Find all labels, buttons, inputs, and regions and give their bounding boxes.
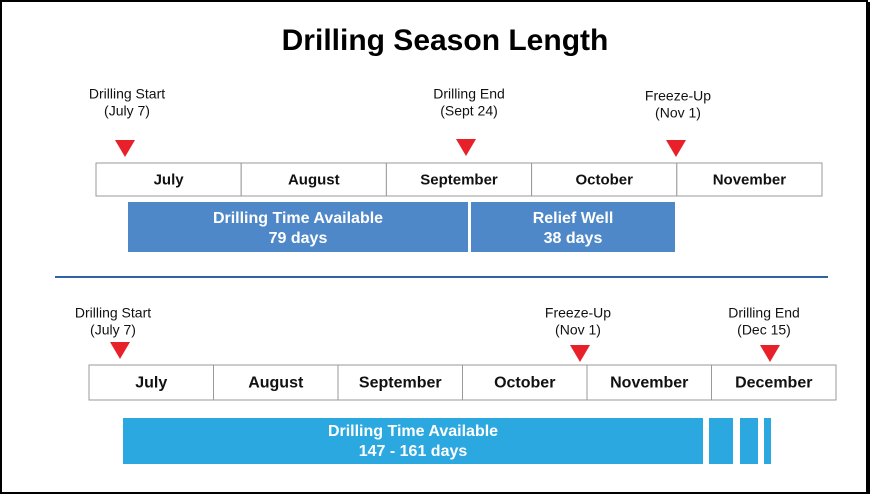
bar xyxy=(128,202,468,252)
bar-fade xyxy=(740,418,758,464)
marker-label: Drilling End xyxy=(433,86,505,102)
month-label: October xyxy=(494,375,555,392)
month-cell xyxy=(88,364,214,401)
marker-triangle xyxy=(456,139,476,156)
top-month-row: July August September October November xyxy=(95,162,823,197)
month-label: August xyxy=(248,375,304,392)
bar-fade xyxy=(764,418,771,464)
month-label: September xyxy=(420,171,498,188)
bar-duration: 79 days xyxy=(269,230,328,247)
month-label: November xyxy=(713,171,787,188)
month-label: August xyxy=(288,171,340,188)
marker-date: (Nov 1) xyxy=(555,322,601,338)
marker-date: (Dec 15) xyxy=(737,322,791,338)
bar-label: Relief Well xyxy=(533,210,614,227)
marker-triangle xyxy=(760,345,780,362)
month-cell xyxy=(711,364,837,401)
bar-duration: 147 - 161 days xyxy=(359,443,468,460)
month-label: December xyxy=(735,375,812,392)
month-cell xyxy=(240,162,387,197)
month-cell xyxy=(676,162,823,197)
bar xyxy=(471,202,675,252)
marker-label: Drilling End xyxy=(728,305,800,321)
month-cell xyxy=(586,364,712,401)
marker-label: Drilling Start xyxy=(75,305,151,321)
month-label: October xyxy=(575,171,633,188)
month-label: July xyxy=(154,171,185,188)
marker-triangle xyxy=(570,345,590,362)
marker-label: Freeze-Up xyxy=(545,305,611,321)
bar xyxy=(123,418,703,464)
bottom-markers: Drilling Start (July 7) Freeze-Up (Nov 1… xyxy=(75,305,800,362)
marker-label: Freeze-Up xyxy=(645,88,711,104)
bar-label: Drilling Time Available xyxy=(213,210,383,227)
month-cell xyxy=(213,364,339,401)
marker-date: (Nov 1) xyxy=(655,105,701,121)
top-markers: Drilling Start (July 7) Drilling End (Se… xyxy=(89,86,711,157)
bottom-month-row: July August September October November Decemb… xyxy=(88,364,837,401)
month-label: July xyxy=(135,375,167,392)
marker-label: Drilling Start xyxy=(89,86,165,102)
bar-label: Drilling Time Available xyxy=(328,423,498,440)
month-cell xyxy=(462,364,588,401)
marker-triangle xyxy=(666,140,686,157)
month-label: November xyxy=(610,375,688,392)
marker-triangle xyxy=(115,140,135,157)
marker-triangle xyxy=(110,342,130,359)
marker-date: (July 7) xyxy=(104,103,150,119)
bar-duration: 38 days xyxy=(544,230,603,247)
month-label: September xyxy=(359,375,442,392)
month-cell xyxy=(337,364,463,401)
marker-date: (July 7) xyxy=(90,322,136,338)
title: Drilling Season Length xyxy=(282,24,609,57)
marker-date: (Sept 24) xyxy=(440,103,498,119)
bar-fade xyxy=(709,418,733,464)
